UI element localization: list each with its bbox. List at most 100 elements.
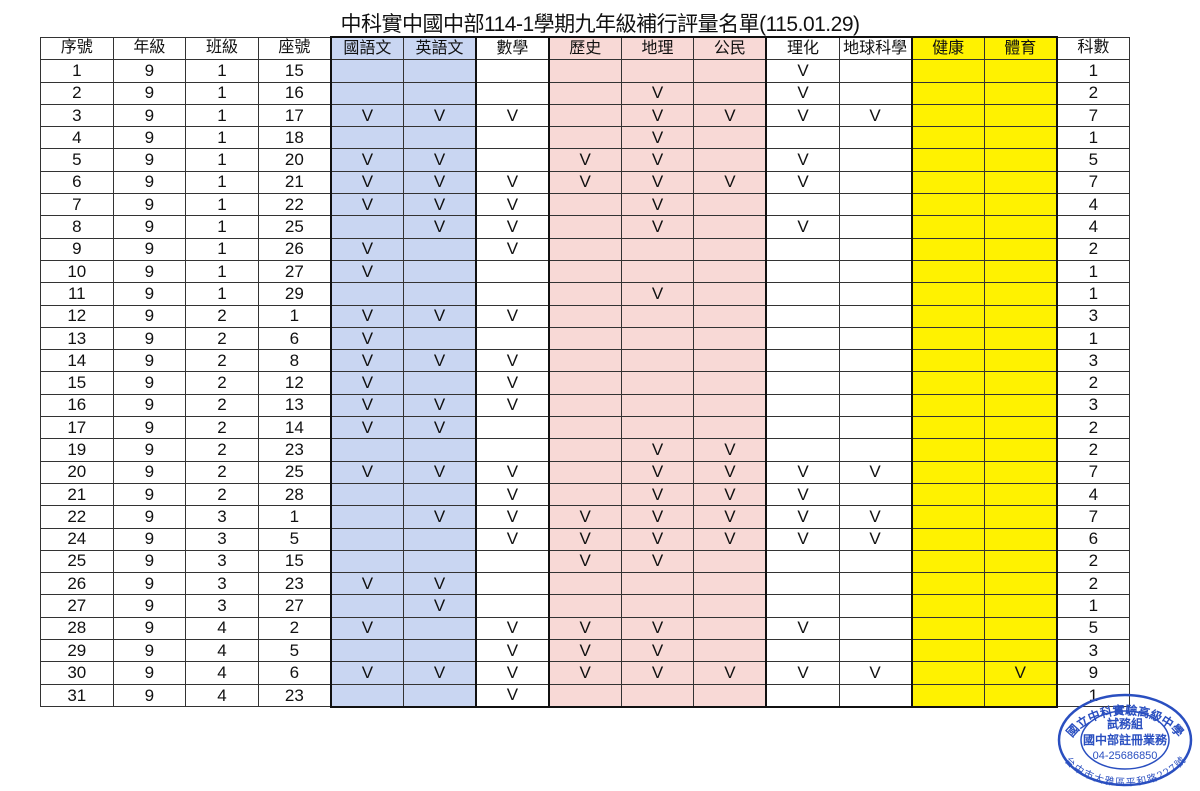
table-row: 8 9 1 25 V V V V 4 xyxy=(40,215,1130,239)
subject-empty-cell xyxy=(329,594,404,618)
table-row: 28 9 4 2 V V V V V 5 xyxy=(40,616,1130,641)
seat-cell: 15 xyxy=(257,59,332,83)
subject-empty-cell xyxy=(765,393,840,418)
subject-empty-cell xyxy=(547,594,622,618)
subject-empty-cell xyxy=(547,193,622,217)
subject-mark-cell: V xyxy=(475,193,550,217)
subject-mark-cell: V xyxy=(402,193,478,217)
class-cell: 4 xyxy=(185,639,259,663)
seat-cell: 12 xyxy=(257,371,332,395)
seq-cell: 14 xyxy=(40,349,114,373)
column-header: 地球科學 xyxy=(838,36,913,61)
subject-empty-cell xyxy=(693,683,768,708)
subject-empty-cell xyxy=(475,148,550,172)
subject-mark-cell: V xyxy=(547,505,622,529)
class-cell: 1 xyxy=(185,237,259,261)
subject-empty-cell xyxy=(983,371,1058,395)
subject-mark-cell: V xyxy=(475,371,550,395)
subject-empty-cell xyxy=(983,349,1058,373)
subject-empty-cell xyxy=(765,639,840,663)
subject-empty-cell xyxy=(983,505,1058,529)
subject-mark-cell: V xyxy=(620,193,695,217)
subject-empty-cell xyxy=(765,572,840,596)
subject-empty-cell xyxy=(329,482,404,507)
subject-empty-cell xyxy=(475,282,550,306)
seq-cell: 24 xyxy=(40,527,114,551)
seq-cell: 17 xyxy=(40,416,114,440)
subject-empty-cell xyxy=(693,304,768,328)
subject-empty-cell xyxy=(983,81,1058,105)
seat-cell: 22 xyxy=(257,193,332,217)
subject-count-cell: 1 xyxy=(1055,259,1130,284)
seq-cell: 22 xyxy=(40,505,114,529)
seat-cell: 15 xyxy=(257,549,332,574)
subject-mark-cell: V xyxy=(329,371,404,395)
class-cell: 2 xyxy=(185,304,259,328)
subject-empty-cell xyxy=(983,326,1058,351)
class-cell: 1 xyxy=(185,259,259,284)
subject-count-cell: 1 xyxy=(1055,59,1130,83)
subject-empty-cell xyxy=(693,594,768,618)
subject-mark-cell: V xyxy=(329,661,404,685)
seq-cell: 20 xyxy=(40,460,114,484)
subject-empty-cell xyxy=(402,549,478,574)
subject-empty-cell xyxy=(983,460,1058,484)
class-cell: 2 xyxy=(185,482,259,507)
seat-cell: 23 xyxy=(257,438,332,462)
subject-count-cell: 1 xyxy=(1055,594,1130,618)
table-row: 11 9 1 29 V 1 xyxy=(40,282,1130,306)
grade-cell: 9 xyxy=(112,103,187,128)
subject-empty-cell xyxy=(547,126,622,150)
subject-empty-cell xyxy=(838,81,913,105)
subject-mark-cell: V xyxy=(838,103,913,128)
subject-empty-cell xyxy=(547,393,622,418)
grade-cell: 9 xyxy=(112,259,187,284)
subject-empty-cell xyxy=(910,438,985,462)
grade-cell: 9 xyxy=(112,460,187,484)
seat-cell: 18 xyxy=(257,126,332,150)
subject-mark-cell: V xyxy=(329,103,404,128)
subject-empty-cell xyxy=(693,349,768,373)
subject-mark-cell: V xyxy=(475,393,550,418)
subject-empty-cell xyxy=(838,349,913,373)
column-header: 理化 xyxy=(765,36,840,61)
grade-cell: 9 xyxy=(112,683,187,708)
subject-empty-cell xyxy=(475,572,550,596)
grade-cell: 9 xyxy=(112,326,187,351)
subject-mark-cell: V xyxy=(475,460,550,484)
subject-empty-cell xyxy=(765,326,840,351)
subject-empty-cell xyxy=(693,572,768,596)
class-cell: 1 xyxy=(185,148,259,172)
column-header: 地理 xyxy=(620,36,695,61)
subject-empty-cell xyxy=(547,326,622,351)
subject-mark-cell: V xyxy=(547,549,622,574)
subject-empty-cell xyxy=(329,639,404,663)
subject-count-cell: 7 xyxy=(1055,170,1130,195)
subject-empty-cell xyxy=(983,616,1058,641)
subject-mark-cell: V xyxy=(620,549,695,574)
subject-mark-cell: V xyxy=(475,527,550,551)
seq-cell: 28 xyxy=(40,616,114,641)
grade-cell: 9 xyxy=(112,549,187,574)
subject-mark-cell: V xyxy=(547,661,622,685)
subject-mark-cell: V xyxy=(329,416,404,440)
subject-empty-cell xyxy=(547,81,622,105)
subject-mark-cell: V xyxy=(693,527,768,551)
class-cell: 4 xyxy=(185,683,259,708)
subject-empty-cell xyxy=(693,81,768,105)
subject-mark-cell: V xyxy=(765,170,840,195)
subject-empty-cell xyxy=(547,304,622,328)
subject-mark-cell: V xyxy=(620,170,695,195)
table-row: 9 9 1 26 V V 2 xyxy=(40,237,1130,261)
school-seal-stamp: 國立中科實驗高級中學 台中市大雅區平和路227號 試務組 國中部註冊業務 04-… xyxy=(1057,693,1193,788)
subject-empty-cell xyxy=(838,237,913,261)
subject-empty-cell xyxy=(983,237,1058,261)
seat-cell: 1 xyxy=(257,505,332,529)
stamp-line-3: 04-25686850 xyxy=(1093,750,1158,762)
subject-empty-cell xyxy=(838,193,913,217)
table-row: 6 9 1 21 V V V V V V V 7 xyxy=(40,170,1130,195)
subject-mark-cell: V xyxy=(329,193,404,217)
class-cell: 1 xyxy=(185,81,259,105)
subject-mark-cell: V xyxy=(693,482,768,507)
subject-mark-cell: V xyxy=(329,237,404,261)
